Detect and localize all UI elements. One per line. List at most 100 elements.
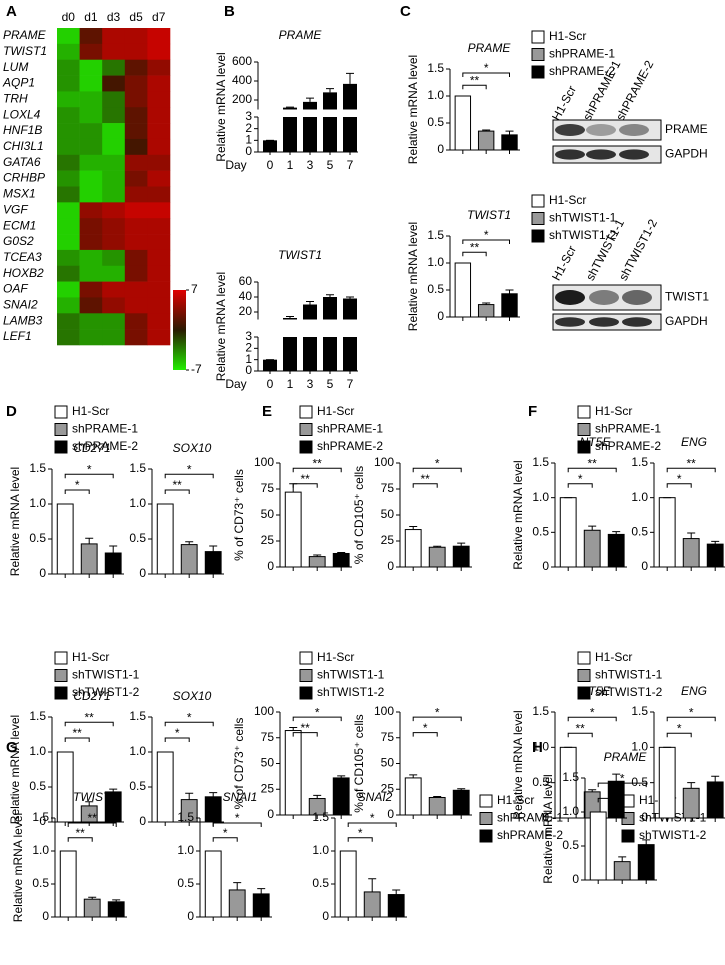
significance-bracket [567, 467, 617, 473]
y-tick-label: 0 [187, 909, 194, 923]
heatmap-cell [147, 281, 171, 298]
legend-label: shTWIST1-2 [595, 685, 663, 699]
heatmap-cell [79, 107, 103, 124]
significance-bracket [347, 837, 373, 842]
panel-label: H [532, 739, 543, 756]
y-tick-label: 75 [381, 730, 395, 744]
blot-band [586, 149, 616, 160]
bar [706, 543, 724, 568]
heatmap-cell [124, 186, 148, 203]
y-tick-label: 0.5 [427, 115, 444, 129]
heatmap-cell [124, 170, 148, 187]
chart-title: CD271 [73, 441, 110, 455]
y-tick-label: 1.5 [129, 709, 146, 723]
chart-title: NT5E [580, 684, 612, 698]
significance-label: * [435, 456, 440, 470]
error-bar [457, 542, 466, 547]
significance-bracket [64, 721, 114, 727]
legend-label: shPRAME-1 [497, 811, 563, 825]
bar [343, 83, 357, 152]
y-tick-label: 2 [245, 121, 252, 135]
y-tick-label: 0 [437, 142, 444, 156]
chart-title: TWIST1 [278, 248, 322, 262]
blot-band [555, 124, 585, 136]
y-axis-label: % of CD73⁺ cells [232, 718, 246, 810]
error-bar [88, 896, 97, 900]
error-bar [109, 545, 118, 553]
heatmap-cell [147, 297, 171, 314]
row-label: TWIST1 [3, 44, 47, 58]
y-axis-label: % of CD105⁺ cells [352, 466, 366, 564]
blot-band [555, 317, 585, 327]
error-bar [687, 532, 696, 539]
blot-band-label: GAPDH [665, 147, 708, 161]
row-label: HOXB2 [3, 266, 44, 280]
significance-bracket [164, 721, 214, 727]
heatmap-cell [147, 107, 171, 124]
bar [323, 297, 337, 371]
panel-label: D [6, 403, 17, 420]
y-tick-label: 0 [139, 566, 146, 580]
heatmap-cell [124, 249, 148, 267]
bar [56, 503, 74, 575]
heatmap-cell [79, 28, 103, 45]
row-label: CRHBP [3, 171, 45, 185]
chart-title: SOX10 [173, 441, 212, 455]
significance-bracket [212, 822, 262, 827]
y-axis-label: Relative mRNA level [406, 222, 420, 331]
legend-label: H1-Scr [595, 404, 632, 418]
significance-label: * [484, 61, 489, 75]
heatmap-cell [57, 91, 80, 108]
significance-label: * [689, 705, 694, 719]
y-tick-label: 0 [267, 559, 274, 573]
bar [404, 529, 422, 568]
legend-label: shTWIST1-2 [317, 685, 385, 699]
y-tick-label: 0.5 [562, 838, 579, 852]
legend-swatch [577, 440, 591, 454]
significance-label: * [187, 710, 192, 724]
significance-bracket [292, 732, 318, 737]
bar [332, 777, 350, 816]
x-tick-label: 3 [307, 377, 314, 391]
blot-band [555, 149, 585, 160]
y-tick-label: 0.5 [32, 876, 49, 890]
y-tick-label: 0 [39, 566, 46, 580]
bar [80, 543, 98, 575]
y-tick-label: 0.5 [532, 525, 549, 539]
bar [589, 811, 607, 881]
heatmap-cell [102, 202, 126, 219]
legend-swatch [531, 30, 545, 44]
bar [477, 304, 495, 318]
heatmap-cell [79, 313, 103, 330]
panel-label: F [528, 403, 537, 420]
significance-label: * [75, 478, 80, 492]
chart-title: PRAME [279, 28, 323, 42]
y-axis-label: Relative mRNA level [8, 467, 22, 576]
column-label: d0 [62, 10, 76, 24]
bar [59, 850, 77, 918]
significance-label: * [578, 472, 583, 486]
bar [343, 298, 357, 371]
heatmap-cell [79, 281, 103, 298]
y-tick-label: 3 [245, 109, 252, 123]
heatmap-cell [124, 297, 148, 314]
x-tick-label: 0 [267, 158, 274, 172]
bar [204, 796, 222, 823]
blot-band-label: GAPDH [665, 314, 708, 328]
y-tick-label: 1.5 [312, 810, 329, 824]
y-tick-label: 1.0 [631, 740, 648, 754]
bar [323, 92, 337, 152]
panel-label: C [400, 3, 411, 20]
bar [283, 107, 297, 152]
heatmap-cell [57, 43, 80, 60]
y-tick-label: 1.0 [427, 255, 444, 269]
bar [428, 546, 446, 568]
error-bar [326, 294, 334, 297]
significance-bracket [212, 837, 238, 842]
legend-swatch [577, 669, 591, 682]
error-bar [346, 72, 354, 84]
error-bar [85, 801, 94, 806]
heatmap-cell [57, 107, 80, 124]
x-tick-label: 1 [287, 158, 294, 172]
legend-label: H1-Scr [595, 650, 632, 664]
